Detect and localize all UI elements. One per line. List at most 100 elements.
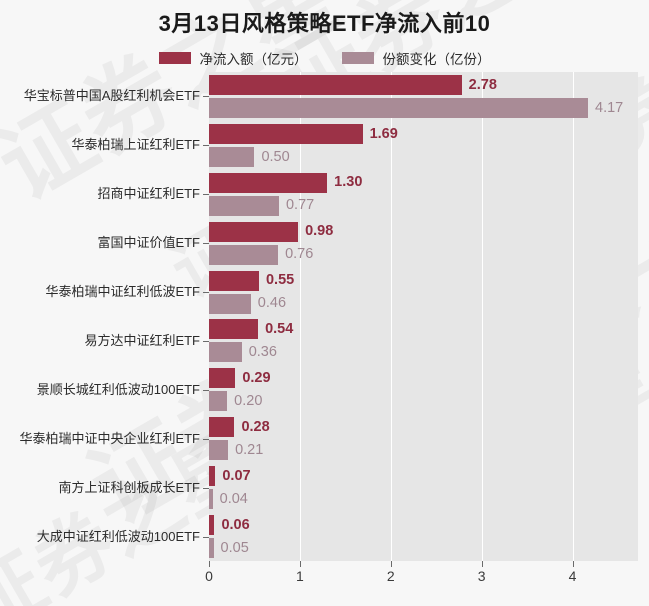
y-axis-label: 华泰柏瑞中证红利低波ETF	[45, 284, 200, 300]
bar-share-change	[209, 293, 251, 314]
bar-net-inflow	[209, 123, 363, 144]
y-axis-tick-mark	[203, 438, 209, 440]
bar-value-share-change: 0.05	[220, 539, 249, 556]
bar-net-inflow	[209, 270, 259, 291]
bar-group: 0.55 0.46	[209, 268, 638, 317]
bar-net-inflow	[209, 172, 328, 193]
bar-value-share-change: 0.36	[248, 344, 277, 361]
bar-share-change	[209, 489, 213, 510]
bar-group: 1.30 0.77	[209, 170, 638, 219]
y-axis-labels: 华宝标普中国A股红利机会ETF 华泰柏瑞上证红利ETF 招商中证红利ETF 富国中证价…	[0, 72, 200, 561]
bar-net-inflow	[209, 368, 236, 389]
bar-value-net-inflow: 0.06	[221, 516, 250, 533]
bar-group: 2.78 4.17	[209, 72, 638, 121]
bar-share-change	[209, 391, 228, 412]
chart-title: 3月13日风格策略ETF净流入前10	[158, 11, 491, 36]
bar-row: 2.78	[209, 74, 497, 95]
bar-value-net-inflow: 0.29	[242, 370, 271, 387]
bar-row: 0.77	[209, 195, 315, 216]
y-axis-tick-mark	[203, 340, 209, 342]
bar-net-inflow	[209, 466, 216, 487]
bar-row: 0.54	[209, 319, 294, 340]
bar-row: 0.29	[209, 368, 271, 389]
bar-share-change	[209, 342, 242, 363]
bar-share-change	[209, 195, 279, 216]
legend-item-share_change: 份额变化（亿份）	[341, 48, 491, 68]
bar-value-share-change: 0.20	[234, 393, 263, 410]
bar-value-net-inflow: 0.55	[265, 272, 295, 289]
bar-value-share-change: 0.77	[285, 197, 315, 214]
legend-swatch-share_change	[341, 52, 374, 64]
bar-row: 0.28	[209, 417, 270, 438]
legend-swatch-net_inflow	[158, 52, 191, 64]
bar-row: 4.17	[209, 97, 623, 118]
bar-value-net-inflow: 1.69	[369, 125, 398, 142]
gridline-x-1	[300, 72, 301, 561]
x-axis-tick-mark	[299, 561, 301, 567]
bar-group: 1.69 0.50	[209, 121, 638, 170]
bar-value-net-inflow: 0.07	[222, 467, 251, 484]
y-axis-tick-mark	[203, 194, 209, 196]
bar-row: 0.06	[209, 515, 250, 536]
bar-group: 0.06 0.05	[209, 512, 638, 561]
gridline-x-2	[391, 72, 392, 561]
x-axis-tick-mark	[572, 561, 574, 567]
y-axis-label: 华泰柏瑞上证红利ETF	[71, 137, 200, 153]
y-axis-label: 景顺长城红利低波动100ETF	[36, 381, 200, 397]
legend-label-net_inflow: 净流入额（亿元）	[199, 52, 308, 67]
x-axis-tick-label: 0	[205, 568, 213, 584]
bar-group: 0.28 0.21	[209, 414, 638, 463]
x-axis-tick-mark	[390, 561, 392, 567]
bar-share-change	[209, 538, 214, 559]
bar-net-inflow	[209, 417, 235, 438]
bar-row: 0.46	[209, 293, 287, 314]
bar-value-share-change: 0.21	[235, 441, 264, 458]
bar-row: 0.50	[209, 146, 290, 167]
bar-group: 0.98 0.76	[209, 219, 638, 268]
y-axis-label: 招商中证红利ETF	[97, 186, 200, 202]
bar-row: 0.36	[209, 342, 277, 363]
bar-group: 0.29 0.20	[209, 365, 638, 414]
bar-net-inflow	[209, 74, 462, 95]
y-axis-label: 大成中证红利低波动100ETF	[36, 528, 200, 544]
y-axis-label: 华宝标普中国A股红利机会ETF	[23, 88, 200, 104]
bar-share-change	[209, 244, 279, 265]
bar-value-net-inflow: 2.78	[468, 76, 497, 93]
bar-row: 1.69	[209, 123, 398, 144]
y-axis-label: 易方达中证红利ETF	[84, 332, 200, 348]
bar-group: 0.07 0.04	[209, 463, 638, 512]
bar-row: 0.20	[209, 391, 263, 412]
bar-value-share-change: 0.76	[285, 246, 314, 263]
x-axis-tick-label: 1	[295, 568, 304, 584]
bar-row: 0.04	[209, 489, 248, 510]
y-axis-tick-mark	[203, 487, 209, 489]
bar-net-inflow	[209, 221, 299, 242]
x-axis-tick-mark	[209, 561, 210, 567]
legend-label-share_change: 份额变化（亿份）	[382, 52, 491, 67]
bar-value-net-inflow: 0.98	[305, 223, 334, 240]
legend-item-net_inflow: 净流入额（亿元）	[158, 48, 308, 68]
bar-net-inflow	[209, 515, 215, 536]
bar-row: 1.30	[209, 172, 362, 193]
bar-row: 0.55	[209, 270, 295, 291]
bar-value-share-change: 0.46	[257, 295, 287, 312]
gridline-x-4	[573, 72, 574, 561]
y-axis-tick-mark	[203, 536, 209, 538]
gridline-x-3	[482, 72, 483, 561]
bar-group: 0.54 0.36	[209, 317, 638, 366]
bar-value-net-inflow: 0.28	[241, 418, 270, 435]
y-axis-tick-mark	[203, 96, 209, 98]
bar-value-net-inflow: 0.54	[265, 321, 294, 338]
bar-net-inflow	[209, 319, 259, 340]
bar-value-share-change: 0.04	[219, 490, 248, 507]
bar-row: 0.76	[209, 244, 314, 265]
chart-legend: 净流入额（亿元） 份额变化（亿份）	[0, 48, 649, 68]
x-axis-tick-label: 4	[568, 568, 577, 584]
bar-row: 0.07	[209, 466, 251, 487]
y-axis-tick-mark	[203, 145, 209, 147]
x-axis-tick-label: 2	[386, 568, 395, 584]
bar-share-change	[209, 440, 229, 461]
x-axis-tick-mark	[481, 561, 483, 567]
bar-row: 0.05	[209, 538, 249, 559]
